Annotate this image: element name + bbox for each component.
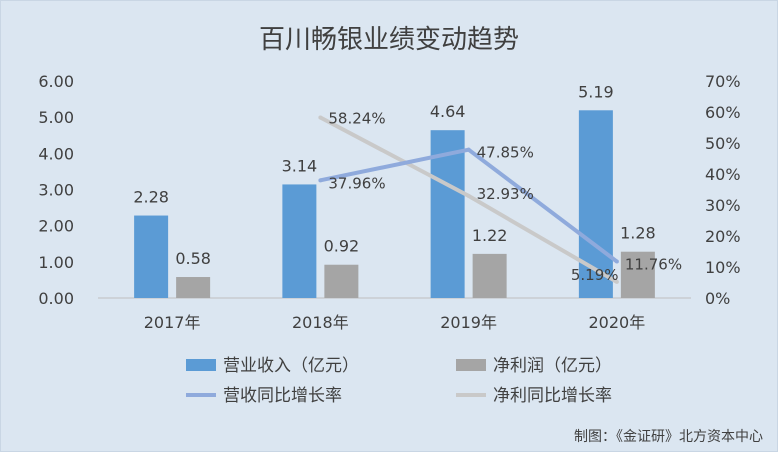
legend-label: 营业收入（亿元）	[223, 356, 359, 376]
chart-title: 百川畅银业绩变动趋势	[259, 25, 519, 55]
legend-swatch	[186, 359, 216, 371]
bar-profit	[176, 277, 211, 298]
right-tick-label: 30%	[705, 196, 741, 215]
bar-revenue	[578, 110, 613, 298]
bar-data-label: 4.64	[430, 102, 466, 121]
legend: 营业收入（亿元） 净利润（亿元） 营收同比增长率 净利同比增长率	[186, 356, 612, 406]
bar-revenue	[282, 184, 317, 298]
left-axis: 0.00 1.00 2.00 3.00 4.00 5.00 6.00	[38, 72, 74, 308]
line-point	[466, 147, 471, 152]
line-data-label: 58.24%	[328, 109, 385, 127]
right-tick-label: 0%	[705, 289, 730, 308]
line-point	[614, 279, 619, 284]
line-data-label: 47.85%	[477, 144, 534, 162]
x-tick-label: 2018年	[292, 313, 349, 332]
line-data-label: 11.76%	[625, 256, 682, 274]
bar-data-label: 1.28	[620, 224, 656, 243]
x-tick-label: 2020年	[589, 313, 646, 332]
line-data-label: 32.93%	[477, 185, 534, 203]
legend-swatch	[456, 359, 486, 371]
right-tick-label: 70%	[705, 72, 741, 91]
line-data-label: 37.96%	[328, 174, 385, 192]
line-point	[318, 115, 323, 120]
bar-data-label: 3.14	[282, 156, 318, 175]
line-point	[466, 193, 471, 198]
right-tick-label: 40%	[705, 165, 741, 184]
lines-layer: 37.96% 47.85% 11.76% 58.24% 32.93% 5.19%	[318, 109, 682, 284]
bars-layer: 2.28 3.14 4.64 5.19 0.58 0.92 1.22 1.28	[133, 82, 656, 298]
legend-label: 净利同比增长率	[493, 386, 612, 406]
left-tick-label: 4.00	[38, 144, 74, 163]
x-axis: 2017年 2018年 2019年 2020年	[144, 313, 645, 332]
line-profit-growth	[319, 115, 618, 284]
left-tick-label: 5.00	[38, 108, 74, 127]
bar-profit	[324, 264, 359, 298]
bar-data-label: 1.22	[472, 226, 508, 245]
right-tick-label: 50%	[705, 134, 741, 153]
legend-label: 净利润（亿元）	[493, 356, 612, 376]
right-tick-label: 10%	[705, 258, 741, 277]
left-tick-label: 1.00	[38, 253, 74, 272]
left-tick-label: 0.00	[38, 289, 74, 308]
legend-label: 营收同比增长率	[223, 386, 342, 406]
right-axis: 0% 10% 20% 30% 40% 50% 60% 70%	[705, 72, 741, 308]
line-point	[318, 178, 323, 183]
source-credit: 制图：《金证研》北方资本中心	[574, 429, 763, 445]
right-tick-label: 60%	[705, 103, 741, 122]
bar-data-label: 2.28	[133, 188, 169, 207]
x-tick-label: 2017年	[144, 313, 201, 332]
left-tick-label: 6.00	[38, 72, 74, 91]
bar-profit	[620, 251, 655, 298]
line-point	[614, 259, 619, 264]
bar-data-label: 0.58	[175, 249, 211, 268]
bar-revenue	[134, 215, 169, 298]
line-revenue-growth	[319, 147, 619, 264]
left-tick-label: 2.00	[38, 217, 74, 236]
left-tick-label: 3.00	[38, 181, 74, 200]
right-tick-label: 20%	[705, 227, 741, 246]
line-data-label: 5.19%	[571, 266, 619, 284]
bar-profit	[472, 253, 507, 298]
bar-data-label: 0.92	[324, 237, 360, 256]
bar-data-label: 5.19	[578, 82, 614, 101]
x-tick-label: 2019年	[440, 313, 497, 332]
